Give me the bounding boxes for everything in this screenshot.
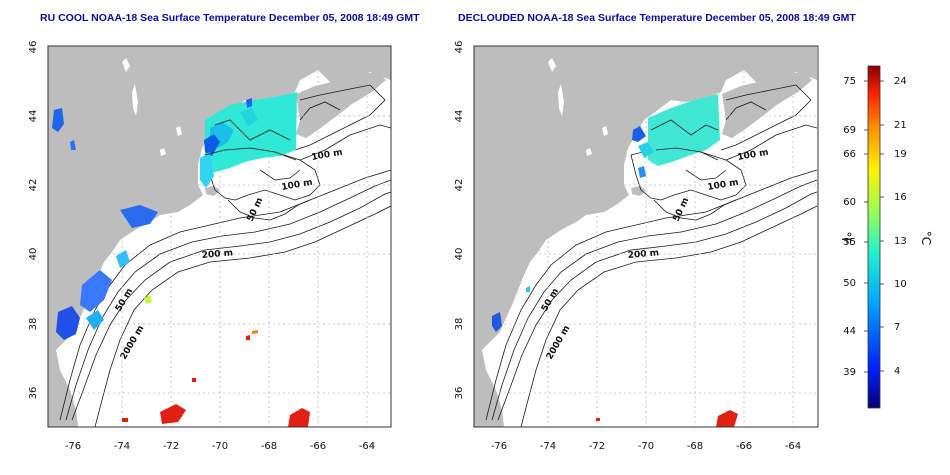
celsius-tick: 24 bbox=[894, 76, 907, 87]
celsius-tick: 21 bbox=[894, 120, 907, 131]
y-tick-label: 44 bbox=[28, 110, 39, 123]
fahrenheit-tick: 44 bbox=[843, 326, 856, 337]
fahrenheit-tick: 60 bbox=[843, 197, 856, 208]
colorbar-gradient bbox=[867, 65, 881, 409]
contour-label: 2000 m bbox=[119, 324, 146, 362]
contour-label: 100 m bbox=[707, 178, 740, 193]
fahrenheit-tick: 75 bbox=[843, 76, 856, 87]
contour-label: 200 m bbox=[627, 248, 659, 261]
celsius-tick: 13 bbox=[894, 236, 907, 247]
colorbar: 75 69 66 60 55 50 44 39 24 21 19 16 13 1… bbox=[839, 65, 933, 409]
contour-label: 200 m bbox=[201, 248, 233, 261]
x-tick-label: -66 bbox=[736, 441, 752, 452]
y-tick-label: 36 bbox=[28, 387, 39, 400]
x-tick-label: -74 bbox=[540, 441, 556, 452]
right-map-title: DECLOUDED NOAA-18 Sea Surface Temperatur… bbox=[458, 12, 856, 24]
contour-label: 100 m bbox=[311, 148, 344, 163]
celsius-tick: 16 bbox=[894, 192, 907, 203]
celsius-tick: 10 bbox=[894, 279, 907, 290]
contour-label: 100 m bbox=[281, 178, 314, 193]
x-tick-label: -70 bbox=[212, 441, 228, 452]
left-x-axis: -76 -74 -72 -70 -68 -66 -64 bbox=[65, 441, 375, 452]
y-tick-label: 44 bbox=[454, 110, 465, 123]
fahrenheit-tick: 50 bbox=[843, 278, 856, 289]
fahrenheit-scale: 75 69 66 60 55 50 44 39 bbox=[843, 76, 856, 378]
celsius-scale: 24 21 19 16 13 10 7 4 bbox=[894, 76, 907, 377]
celsius-tick: 7 bbox=[894, 322, 900, 333]
y-tick-label: 38 bbox=[454, 318, 465, 331]
y-tick-label: 40 bbox=[454, 248, 465, 261]
y-tick-label: 46 bbox=[454, 41, 465, 54]
right-y-axis: 46 44 42 40 38 36 bbox=[454, 41, 465, 400]
x-tick-label: -68 bbox=[687, 441, 703, 452]
x-tick-label: -74 bbox=[114, 441, 130, 452]
y-tick-label: 38 bbox=[28, 318, 39, 331]
fahrenheit-tick: 39 bbox=[843, 367, 856, 378]
x-tick-label: -72 bbox=[589, 441, 605, 452]
fahrenheit-tick: 55 bbox=[843, 237, 856, 248]
fahrenheit-tick: 69 bbox=[843, 125, 856, 136]
contour-label: 100 m bbox=[737, 148, 770, 163]
right-map: -76 -74 -72 -70 -68 -66 -64 46 44 42 40 … bbox=[454, 41, 819, 452]
left-sst-overlay bbox=[52, 92, 310, 427]
celsius-tick: 19 bbox=[894, 149, 907, 160]
x-tick-label: -72 bbox=[163, 441, 179, 452]
fahrenheit-label: °F bbox=[839, 232, 853, 245]
contour-label: 50 m bbox=[114, 287, 135, 314]
y-tick-label: 40 bbox=[28, 248, 39, 261]
celsius-tick: 4 bbox=[894, 366, 900, 377]
x-tick-label: -76 bbox=[491, 441, 507, 452]
contour-label: 50 m bbox=[540, 287, 561, 314]
left-map-frame bbox=[47, 45, 392, 428]
x-tick-label: -64 bbox=[359, 441, 375, 452]
y-tick-label: 42 bbox=[28, 179, 39, 192]
celsius-label: °C bbox=[919, 231, 933, 245]
left-map: -76 -74 -72 -70 -68 -66 -64 46 44 42 40 … bbox=[28, 41, 392, 452]
x-tick-label: -70 bbox=[638, 441, 654, 452]
contour-label: 2000 m bbox=[545, 324, 572, 362]
left-map-title: RU COOL NOAA-18 Sea Surface Temperature … bbox=[40, 12, 420, 24]
y-tick-label: 46 bbox=[28, 41, 39, 54]
right-x-axis: -76 -74 -72 -70 -68 -66 -64 bbox=[491, 441, 801, 452]
x-tick-label: -68 bbox=[261, 441, 277, 452]
x-tick-label: -64 bbox=[785, 441, 801, 452]
fahrenheit-tick: 66 bbox=[843, 149, 856, 160]
left-y-axis: 46 44 42 40 38 36 bbox=[28, 41, 39, 400]
y-tick-label: 42 bbox=[454, 179, 465, 192]
x-tick-label: -66 bbox=[310, 441, 326, 452]
y-tick-label: 36 bbox=[454, 387, 465, 400]
right-map-frame bbox=[473, 45, 819, 428]
x-tick-label: -76 bbox=[65, 441, 81, 452]
